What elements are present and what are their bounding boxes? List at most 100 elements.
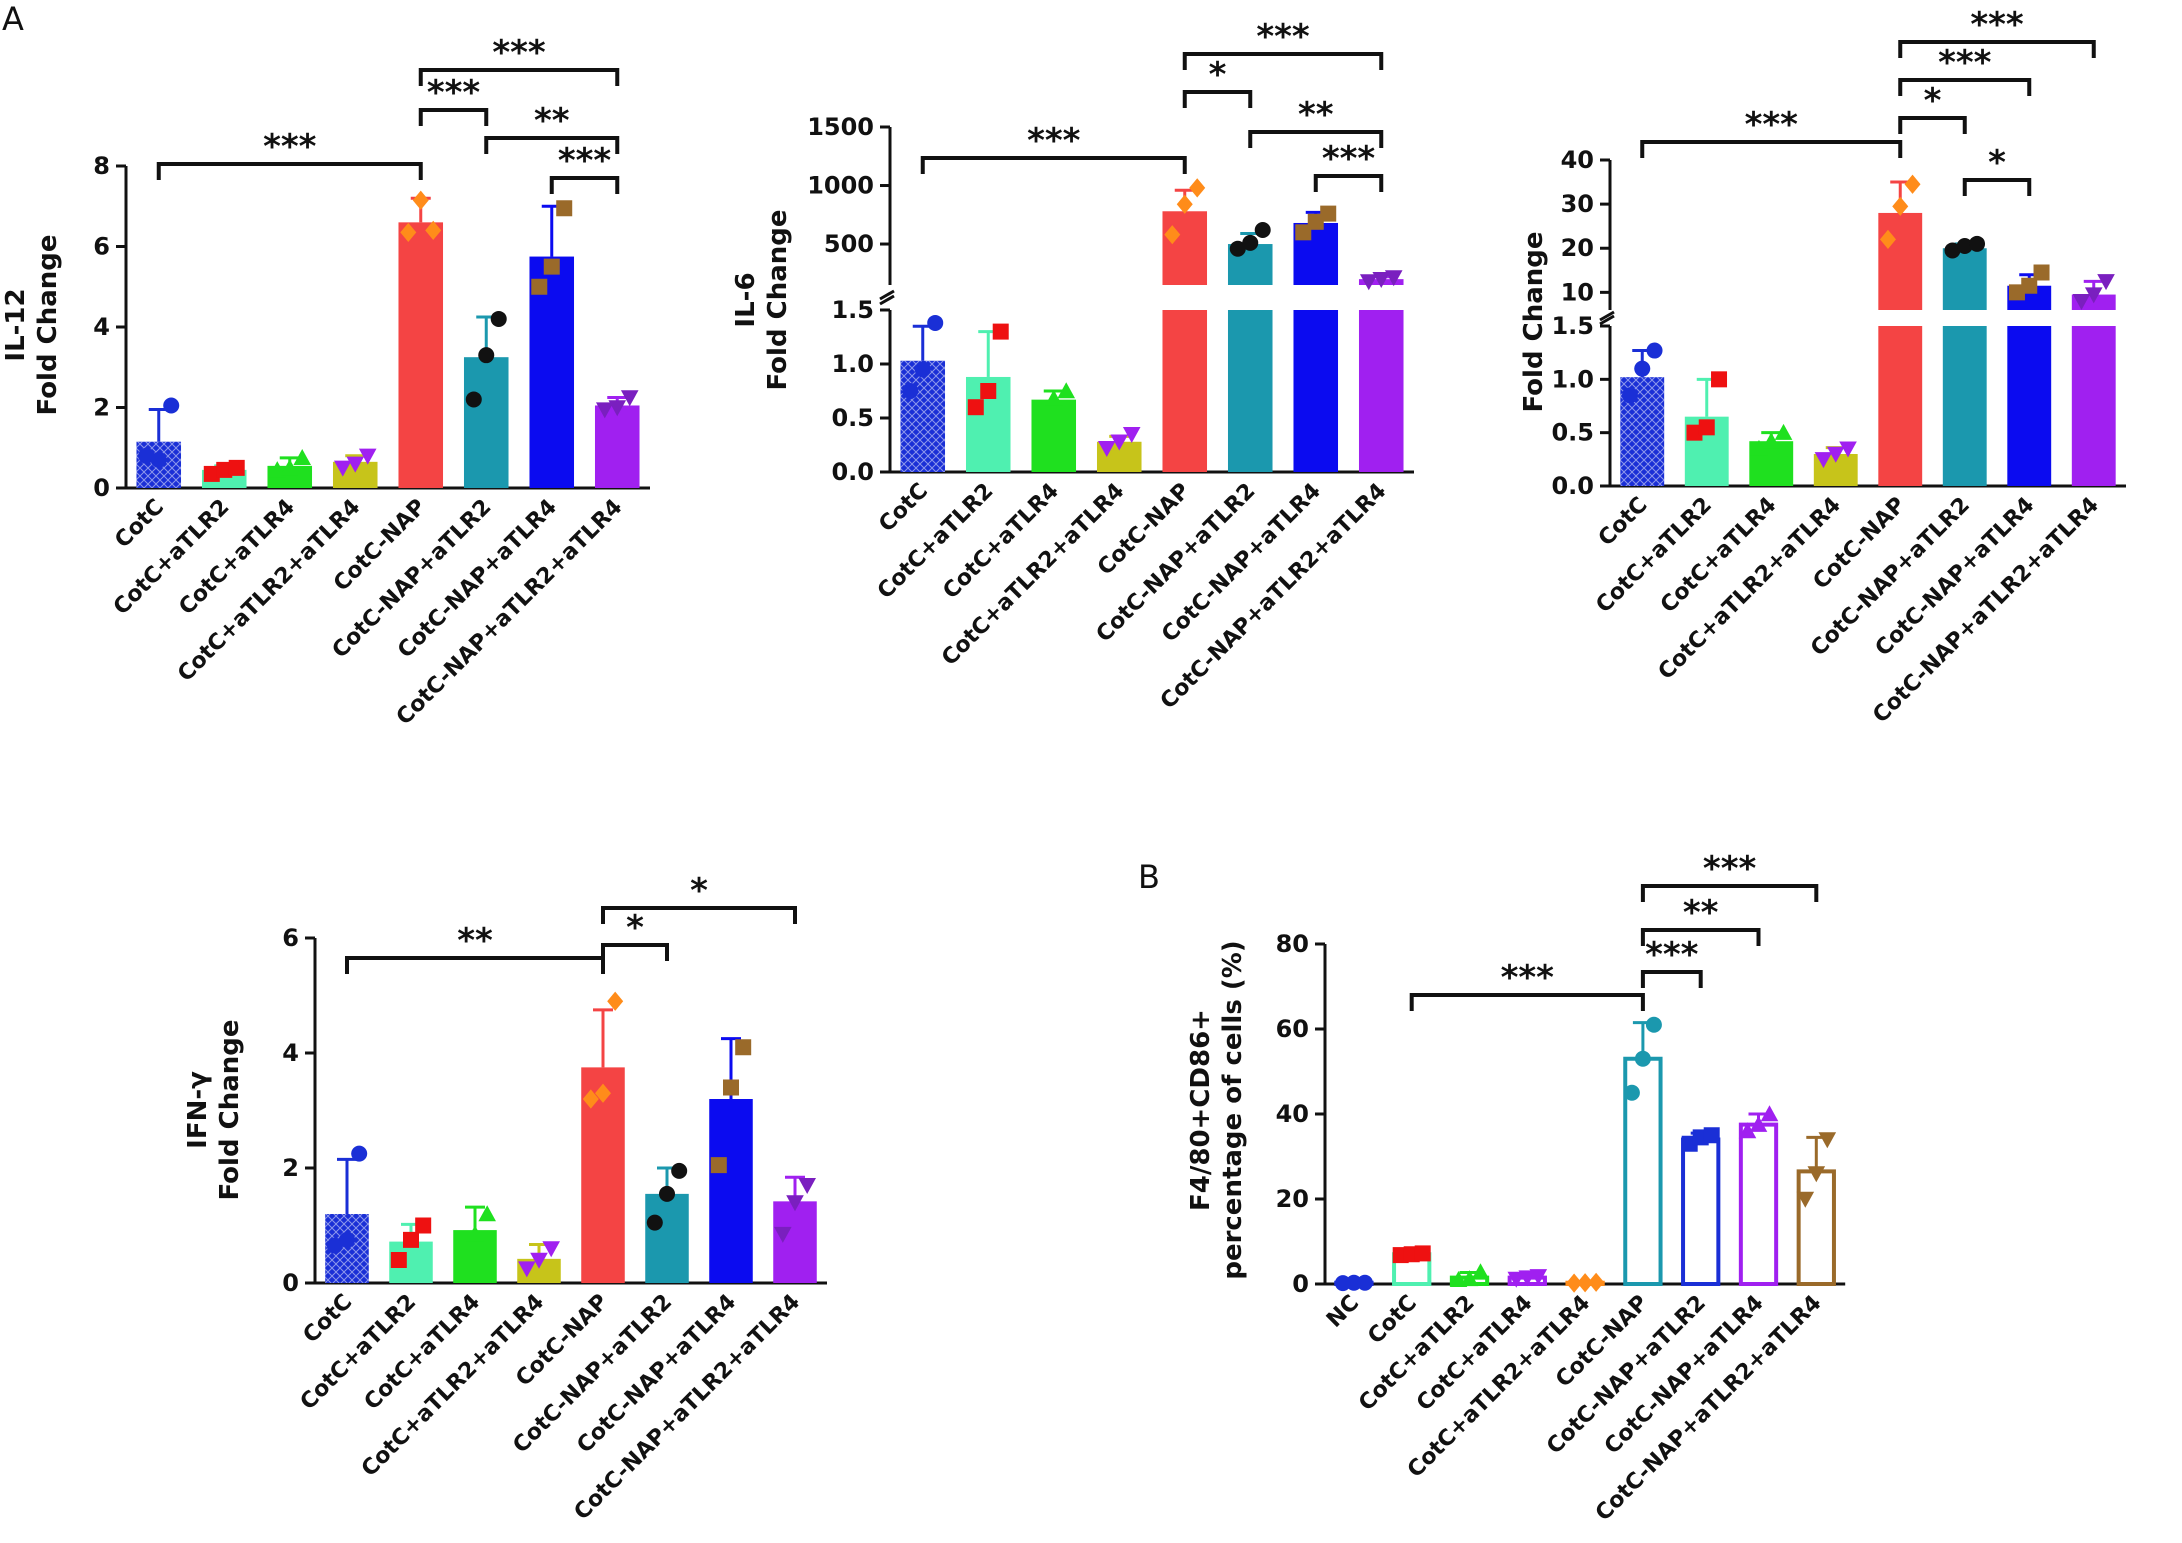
category-label: CotC <box>1594 493 1653 552</box>
data-point <box>1796 1191 1815 1208</box>
data-point <box>1176 194 1193 214</box>
data-point <box>710 1157 727 1174</box>
y-tick-label: 0.5 <box>831 404 874 432</box>
data-point <box>1320 205 1337 222</box>
data-point <box>980 383 997 399</box>
y-tick-label: 60 <box>1276 1015 1309 1043</box>
bar-upper <box>1878 212 1923 310</box>
data-point <box>582 1089 599 1109</box>
bar-lower <box>1293 310 1339 472</box>
data-point <box>1507 1271 1526 1288</box>
bar <box>529 256 575 488</box>
data-point <box>1818 1132 1837 1149</box>
data-point <box>1359 274 1378 291</box>
data-point <box>1826 446 1845 463</box>
category-label: CotC <box>874 479 933 538</box>
y-tick-label: 1500 <box>807 113 874 141</box>
y-tick-label: 4 <box>282 1039 299 1067</box>
bar-lower <box>2071 326 2116 486</box>
panel-label-b: B <box>1138 858 1160 896</box>
significance-label: ** <box>1298 95 1334 135</box>
category-label: CotC <box>299 1290 358 1349</box>
significance-bracket <box>549 176 620 194</box>
data-point <box>1645 1016 1662 1033</box>
data-point <box>1254 221 1271 238</box>
bar <box>709 1099 753 1283</box>
data-point <box>1698 419 1715 436</box>
data-point <box>1762 432 1781 449</box>
data-point <box>228 459 245 476</box>
y-tick-label: 1000 <box>807 172 874 200</box>
axis-break-mark <box>879 289 895 301</box>
data-point <box>333 460 352 477</box>
bar <box>463 357 509 488</box>
y-axis-label: IL-6 <box>731 272 761 327</box>
y-axis-label: IL-12 <box>1 288 31 361</box>
bar-lower <box>1162 310 1208 472</box>
bar-lower <box>1878 326 1923 486</box>
data-point <box>465 391 482 408</box>
y-axis-label: Fold Change <box>763 209 793 390</box>
data-point <box>415 1217 432 1234</box>
data-point <box>1814 452 1833 469</box>
category-label: CotC+aTLR4 <box>360 1290 486 1416</box>
data-point <box>1621 387 1638 404</box>
significance-bracket <box>1640 140 1903 158</box>
data-point <box>1904 174 1921 194</box>
significance-label: *** <box>427 73 481 113</box>
significance-bracket <box>1248 130 1384 148</box>
data-point <box>351 1145 368 1162</box>
significance-label: * <box>690 871 708 911</box>
significance-label: *** <box>1501 958 1555 998</box>
data-point <box>358 448 377 465</box>
y-axis-label: Fold Change <box>1519 231 1549 412</box>
y-tick-label: 2 <box>93 394 110 422</box>
data-point <box>518 1261 536 1278</box>
data-point <box>1097 441 1116 458</box>
il12-chart: 0 2 4 6 8 IL-12 Fold Change CotCCotC+aTLR2CotC+… <box>1 33 650 730</box>
significance-bracket <box>1898 116 1967 134</box>
significance-bracket <box>1409 993 1645 1011</box>
significance-label: *** <box>1027 121 1081 161</box>
il6-chart: 0.0 0.5 1.0 1.5 500 1000 1500 IL-6 Fold Change Co… <box>731 17 1414 714</box>
data-point <box>620 390 639 407</box>
data-point <box>774 1226 792 1243</box>
data-point <box>1774 423 1793 440</box>
significance-label: ** <box>1683 893 1719 933</box>
axis-break-mark <box>879 294 895 306</box>
data-point <box>1384 270 1403 287</box>
data-point <box>1646 342 1663 359</box>
significance-label: ** <box>457 921 493 961</box>
y-tick-label: 0 <box>93 474 110 502</box>
data-point <box>1969 235 1986 252</box>
y-axis-label: IFN-γ <box>183 1071 213 1149</box>
y-tick-label: 0 <box>1292 1270 1309 1298</box>
bar-lower <box>2007 326 2052 486</box>
significance-label: *** <box>1322 139 1376 179</box>
data-point <box>659 1185 675 1202</box>
data-point <box>798 1178 816 1195</box>
category-label: CotC+aTLR4 <box>1656 493 1782 619</box>
y-tick-label: 10 <box>1561 278 1594 306</box>
y-tick-label: 0.0 <box>831 458 874 486</box>
data-point <box>150 451 167 468</box>
significance-bracket <box>345 956 605 974</box>
data-point <box>1749 1115 1768 1132</box>
category-label: CotC+aTLR2 <box>873 479 999 605</box>
data-point <box>1634 1050 1651 1067</box>
data-point <box>543 258 560 275</box>
data-point <box>454 1245 472 1262</box>
y-tick-label: 0 <box>282 1269 299 1297</box>
data-point <box>2021 277 2038 294</box>
data-point <box>735 1039 752 1056</box>
data-point <box>1307 213 1324 230</box>
data-point <box>326 1237 343 1254</box>
data-point <box>1566 1273 1583 1293</box>
y-tick-label: 80 <box>1276 930 1309 958</box>
data-point <box>2008 284 2025 301</box>
y-tick-label: 6 <box>93 233 110 261</box>
fold-change-chart-3: 0.0 0.5 1.0 1.5 10 20 30 40 Fold Change CotCCotC+… <box>1519 5 2126 728</box>
data-point <box>478 347 495 364</box>
data-point <box>1372 271 1391 288</box>
